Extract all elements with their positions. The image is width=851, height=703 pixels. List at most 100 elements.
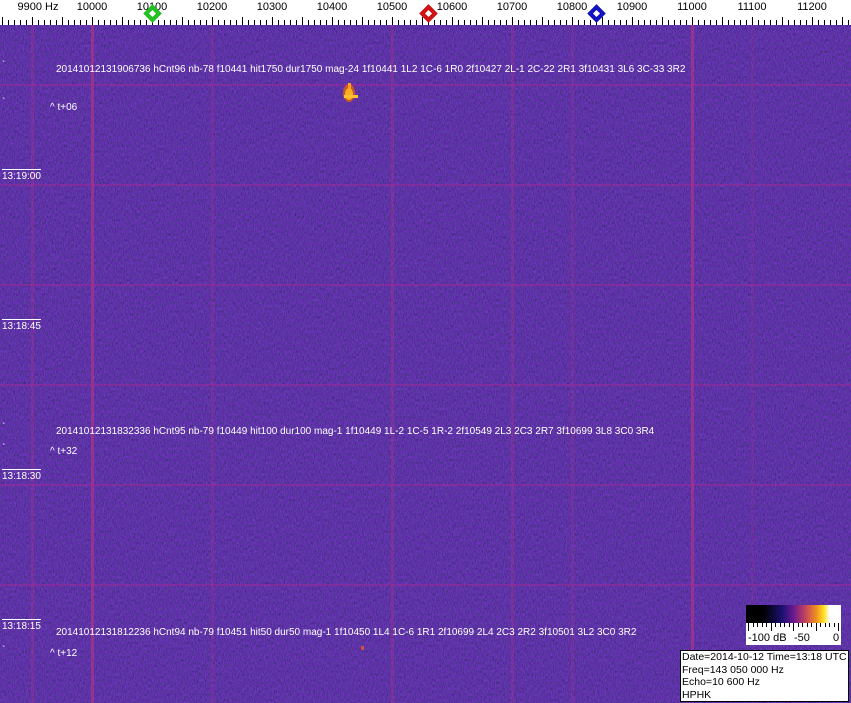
ruler-tick	[284, 20, 285, 25]
ruler-tick	[554, 20, 555, 25]
freq-label: 10300	[256, 1, 288, 13]
ruler-tick	[620, 20, 621, 25]
colorbar-tick	[770, 623, 772, 631]
ruler-tick	[146, 20, 147, 25]
ruler-tick	[392, 17, 393, 25]
ruler-tick	[692, 17, 693, 25]
ruler-tick	[200, 20, 201, 25]
grid-line	[0, 384, 851, 386]
ruler-tick	[698, 20, 699, 25]
waterfall-spectrogram[interactable]: ` 20141012131906736 hCnt96 nb-78 f10441 …	[0, 25, 851, 703]
detection-text: 20141012131832336 hCnt95 nb-79 f10449 hi…	[56, 426, 655, 437]
grid-line	[0, 584, 851, 586]
ruler-tick	[446, 20, 447, 25]
ruler-tick	[542, 17, 543, 25]
ruler-tick	[752, 17, 753, 25]
ruler-tick	[728, 20, 729, 25]
ruler-tick	[434, 20, 435, 25]
ruler-tick	[506, 20, 507, 25]
colorbar-tick	[815, 623, 817, 631]
ruler-tick	[398, 20, 399, 25]
colorbar-tick	[811, 623, 812, 627]
ruler-tick	[656, 20, 657, 25]
ruler-tick	[470, 20, 471, 25]
ruler-tick	[254, 20, 255, 25]
colorbar-tick	[806, 623, 808, 627]
freq-label: 10200	[196, 1, 228, 13]
ruler-tick	[134, 20, 135, 25]
ruler-tick	[458, 20, 459, 25]
ruler-tick	[488, 20, 489, 25]
ruler-tick	[632, 17, 633, 25]
ruler-tick	[164, 20, 165, 25]
colorbar-tick	[775, 623, 776, 627]
time-label: 13:18:15	[2, 619, 41, 632]
colorbar-tick	[757, 623, 758, 627]
ruler-tick	[494, 20, 495, 25]
ruler-tick	[680, 20, 681, 25]
ruler-tick	[8, 20, 9, 25]
ruler-tick	[314, 20, 315, 25]
ruler-tick	[242, 17, 243, 25]
ruler-tick	[686, 20, 687, 25]
colorbar-tick	[779, 623, 781, 627]
ruler-tick	[422, 17, 423, 25]
ruler-tick	[212, 17, 213, 25]
freq-label: 10000	[76, 1, 108, 13]
ruler-tick	[788, 20, 789, 25]
ruler-tick	[44, 20, 45, 25]
ruler-tick	[80, 20, 81, 25]
detection-tick: `	[2, 443, 6, 454]
ruler-tick	[440, 20, 441, 25]
ruler-tick	[332, 17, 333, 25]
ruler-tick	[560, 20, 561, 25]
grid-line	[0, 284, 851, 286]
ruler-tick	[128, 20, 129, 25]
colorbar-tick	[784, 623, 785, 627]
colorbar-tick	[761, 623, 763, 627]
ruler-tick	[404, 20, 405, 25]
ruler-tick	[800, 20, 801, 25]
ruler-tick	[674, 20, 675, 25]
ruler-tick	[350, 20, 351, 25]
ruler-tick	[518, 20, 519, 25]
ruler-tick	[782, 17, 783, 25]
colorbar-tick	[797, 623, 799, 627]
ruler-tick	[182, 17, 183, 25]
colorbar: -100 dB -50 0	[746, 605, 841, 645]
ruler-tick	[20, 20, 21, 25]
ruler-tick	[266, 20, 267, 25]
frequency-ruler[interactable]: 9900 Hz 10000 10100 10200 10300 10400 10…	[0, 0, 851, 25]
carrier-line	[511, 25, 514, 703]
ruler-tick	[170, 20, 171, 25]
grid-line	[0, 484, 851, 486]
colorbar-tick	[766, 623, 767, 627]
ruler-tick	[92, 17, 93, 25]
time-label: 13:18:45	[2, 319, 41, 332]
ruler-tick	[710, 20, 711, 25]
ruler-tick	[122, 17, 123, 25]
ruler-tick	[824, 20, 825, 25]
ruler-tick	[812, 17, 813, 25]
ruler-tick	[224, 20, 225, 25]
colorbar-tick	[820, 623, 821, 627]
ruler-tick	[776, 20, 777, 25]
colorbar-tick	[752, 623, 754, 627]
ruler-tick	[410, 20, 411, 25]
colorbar-tick	[802, 623, 803, 627]
colorbar-tick	[824, 623, 826, 627]
ruler-tick	[236, 20, 237, 25]
colorbar-label: -50	[794, 632, 810, 644]
time-offset: ^ t+12	[50, 648, 78, 659]
ruler-tick	[626, 20, 627, 25]
ruler-tick	[662, 17, 663, 25]
ruler-tick	[578, 20, 579, 25]
ruler-tick	[218, 20, 219, 25]
ruler-tick	[608, 20, 609, 25]
colorbar-tick	[829, 623, 830, 627]
ruler-tick	[374, 20, 375, 25]
ruler-tick	[848, 20, 849, 25]
ruler-tick	[296, 20, 297, 25]
ruler-tick	[566, 20, 567, 25]
detection-tick: `	[2, 645, 6, 656]
